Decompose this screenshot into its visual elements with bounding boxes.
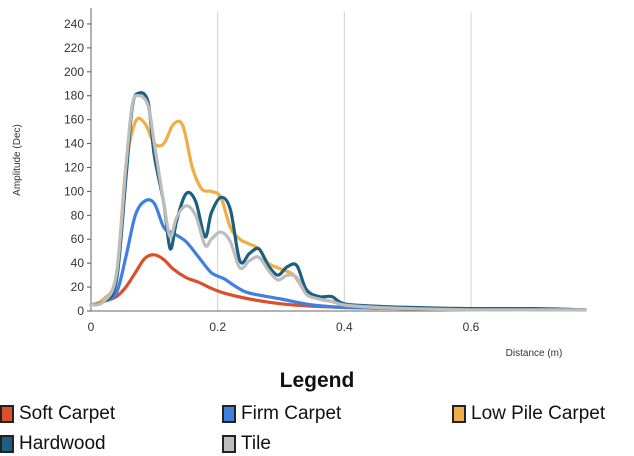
legend-item-firm-carpet: Firm Carpet	[222, 402, 341, 426]
legend-item-hardwood: Hardwood	[0, 432, 106, 456]
chart-plot: 0 0.2 0.4 0.6 0 20 40 60 80 100 120 140 160 180 200 220…	[12, 8, 587, 359]
legend-label-tile: Tile	[241, 433, 271, 454]
x-tick-label: 0.2	[209, 320, 226, 334]
y-tick-label: 140	[64, 137, 84, 151]
legend-label-low-pile-carpet: Low Pile Carpet	[471, 403, 606, 424]
legend-swatch-hardwood	[0, 435, 14, 453]
y-tick-label: 0	[77, 304, 84, 318]
x-axis-label: Distance (m)	[506, 348, 563, 359]
grid-lines	[217, 12, 472, 311]
y-tick-label: 100	[64, 184, 84, 198]
legend-swatch-low-pile-carpet	[452, 405, 466, 423]
y-axis-label: Amplitude (Dec)	[12, 124, 23, 196]
y-tick-label: 120	[64, 160, 84, 174]
legend-item-low-pile-carpet: Low Pile Carpet	[452, 402, 605, 426]
axes	[87, 8, 585, 312]
y-tick-label: 240	[64, 17, 84, 31]
y-tick-label: 160	[64, 113, 84, 127]
legend-swatch-soft-carpet	[0, 405, 14, 423]
y-tick-label: 60	[71, 232, 85, 246]
legend-item-tile: Tile	[222, 432, 271, 456]
legend-title: Legend	[279, 369, 355, 392]
y-tick-label: 20	[71, 280, 85, 294]
series-layer	[89, 91, 587, 312]
legend-label-soft-carpet: Soft Carpet	[19, 403, 116, 424]
x-tick-label: 0	[88, 320, 95, 334]
legend-item-soft-carpet: Soft Carpet	[0, 402, 115, 426]
x-tick-label: 0.4	[336, 320, 353, 334]
legend-label-hardwood: Hardwood	[19, 433, 106, 454]
x-tick-label: 0.6	[463, 320, 480, 334]
series-line-tile	[89, 93, 587, 312]
y-tick-label: 80	[71, 208, 85, 222]
legend-label-firm-carpet: Firm Carpet	[241, 403, 342, 424]
legend-swatch-firm-carpet	[222, 405, 236, 423]
y-tick-label: 200	[64, 65, 84, 79]
series-line-hardwood	[89, 91, 587, 312]
y-tick-label: 180	[64, 89, 84, 103]
legend-swatch-tile	[222, 435, 236, 453]
y-tick-label: 220	[64, 41, 84, 55]
tick-labels: 0 0.2 0.4 0.6 0 20 40 60 80 100 120 140 160 180 200 220…	[64, 17, 480, 334]
y-tick-label: 40	[71, 256, 85, 270]
